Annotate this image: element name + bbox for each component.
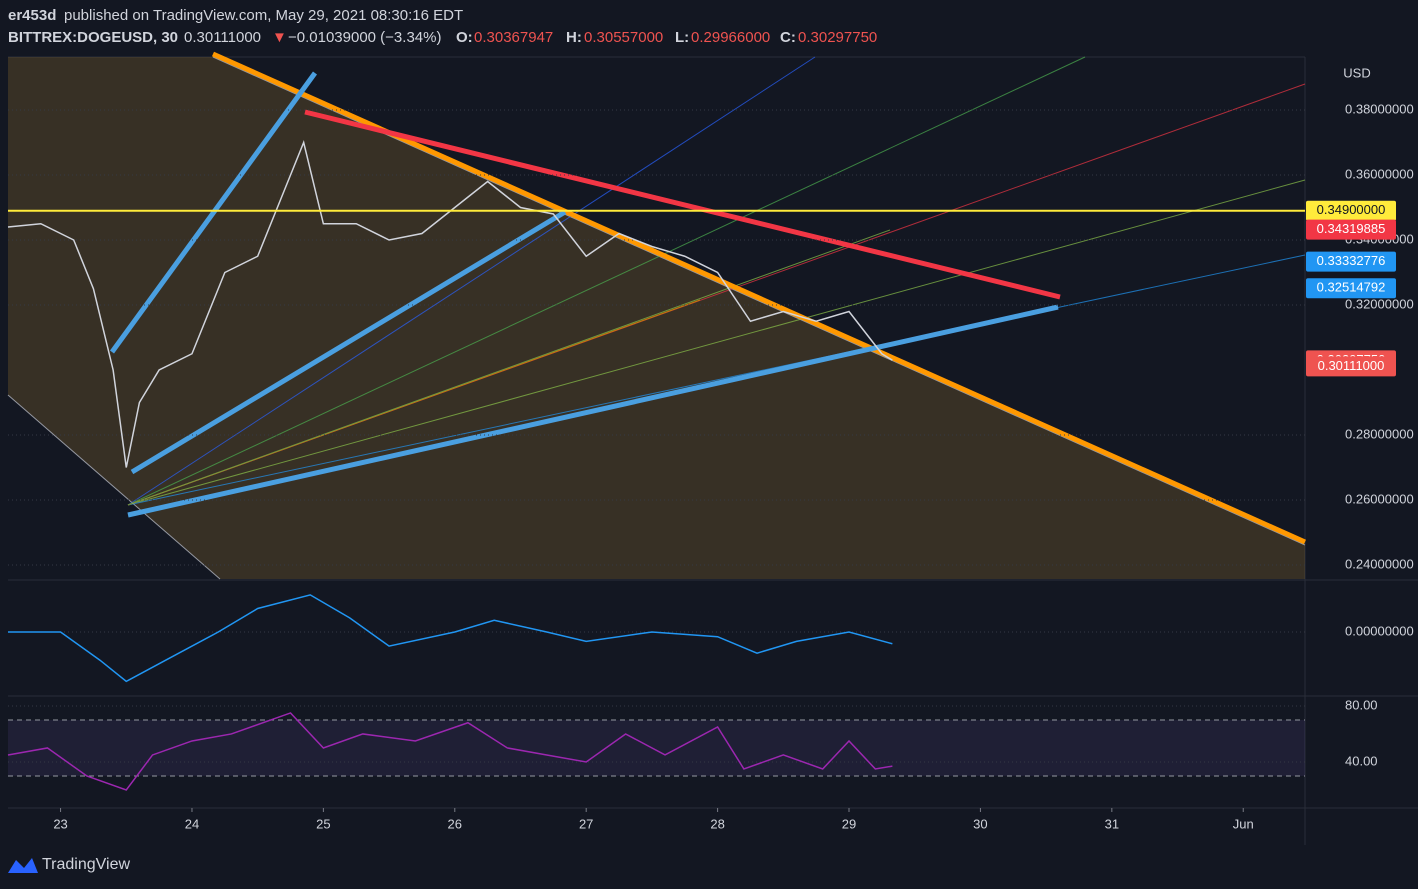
change-arrow: ▼ — [272, 29, 287, 46]
y-tick-label: 80.00 — [1345, 697, 1378, 712]
x-tick-label: 26 — [448, 816, 462, 831]
x-tick-label: 25 — [316, 816, 330, 831]
y-tick-label: 0.38000000 — [1345, 101, 1414, 116]
price-label: 0.34900000 — [1317, 202, 1386, 217]
y-tick-label: 0.24000000 — [1345, 556, 1414, 571]
high: 0.30557000 — [584, 29, 663, 46]
y-tick-label: 40.00 — [1345, 753, 1378, 768]
x-tick-label: 23 — [53, 816, 67, 831]
brand: TradingView — [42, 856, 130, 873]
y-tick-label: 0.36000000 — [1345, 166, 1414, 181]
high-label: H: — [566, 29, 582, 46]
price-label: 0.30111000 — [1318, 358, 1385, 373]
price-label-box — [1306, 200, 1396, 221]
open-label: O: — [456, 29, 473, 46]
price-label-box — [1306, 251, 1396, 272]
close-label: C: — [780, 29, 796, 46]
price-label: 0.34319885 — [1317, 221, 1386, 236]
y-tick-label: 0.26000000 — [1345, 491, 1414, 506]
published: published on TradingView.com, May 29, 20… — [64, 7, 463, 24]
author: er453d — [8, 7, 56, 24]
x-tick-label: 28 — [710, 816, 724, 831]
x-tick-label: 24 — [185, 816, 199, 831]
low-label: L: — [675, 29, 689, 46]
price-line — [7, 712, 893, 791]
y-tick-label: 0.00000000 — [1345, 623, 1414, 638]
currency: USD — [1343, 65, 1370, 80]
price-label: 0.33332776 — [1317, 253, 1386, 268]
x-tick-label: 30 — [973, 816, 987, 831]
price-label-box — [1306, 356, 1396, 377]
price-label-box — [1306, 219, 1396, 240]
brand-logo — [8, 858, 38, 873]
y-tick-label: 0.32000000 — [1345, 296, 1414, 311]
price-label: 0.32514792 — [1317, 280, 1386, 295]
rsi-band — [8, 719, 1305, 776]
price-line — [7, 140, 893, 468]
low: 0.29966000 — [691, 29, 770, 46]
y-tick-label: 0.28000000 — [1345, 426, 1414, 441]
x-tick-label: 29 — [842, 816, 856, 831]
open: 0.30367947 — [474, 29, 553, 46]
x-tick-label: 31 — [1105, 816, 1119, 831]
drawings — [7, 51, 1307, 580]
price-label-box — [1306, 278, 1396, 299]
price-line — [8, 594, 893, 683]
x-tick-label: 27 — [579, 816, 593, 831]
close: 0.30297750 — [798, 29, 877, 46]
x-tick-label: Jun — [1233, 816, 1254, 831]
change: −0.01039000 (−3.34%) — [288, 29, 441, 46]
symbol: BITTREX:DOGEUSD, 30 — [8, 29, 178, 46]
last-price: 0.30111000 — [184, 29, 261, 46]
